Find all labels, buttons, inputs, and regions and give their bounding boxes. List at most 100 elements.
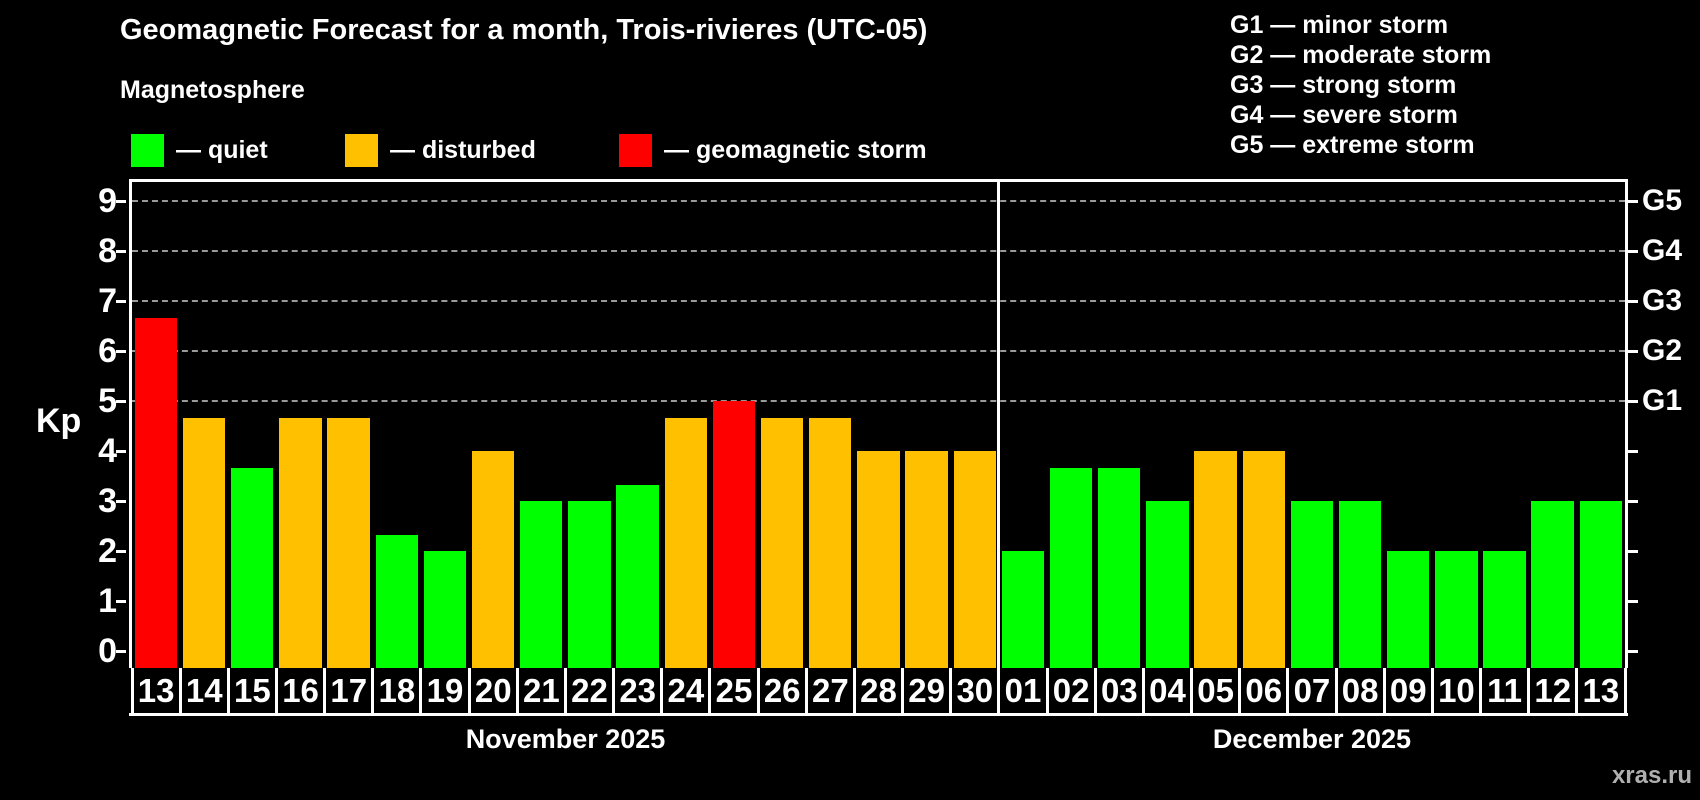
y-axis-tick-label: 2 — [98, 532, 117, 570]
left-axis-tick — [116, 299, 126, 303]
day-label: 26 — [763, 672, 801, 709]
day-separator — [563, 668, 567, 713]
day-separator — [1527, 668, 1531, 713]
g-scale-label-g2: G2 — [1642, 334, 1683, 367]
storm-scale-line-g5: G5 — extreme storm — [1230, 131, 1475, 159]
left-axis-tick — [116, 249, 126, 253]
disturbed-color-swatch — [345, 134, 378, 167]
left-axis-tick — [116, 499, 126, 503]
day-separator — [467, 668, 471, 713]
day-separator — [1141, 668, 1145, 713]
day-separator — [997, 668, 1001, 713]
grid-line-kp5 — [132, 400, 1625, 402]
day-separator — [178, 668, 182, 713]
kp-bar-day-26 — [760, 417, 804, 668]
kp-bar-day-02 — [1049, 467, 1093, 668]
grid-line-kp6 — [132, 350, 1625, 352]
day-separator — [660, 668, 664, 713]
day-separator — [1382, 668, 1386, 713]
day-label: 18 — [378, 672, 416, 709]
left-axis-tick — [116, 649, 126, 653]
kp-bar-day-20 — [471, 451, 515, 668]
day-label: 13 — [137, 672, 175, 709]
kp-bar-day-27 — [809, 417, 852, 668]
g-scale-label-g5: G5 — [1642, 184, 1683, 217]
storm-scale-legend: G1 — minor storm G2 — moderate storm G3 … — [1230, 10, 1491, 160]
day-separator — [756, 668, 760, 713]
day-separator — [1479, 668, 1483, 713]
day-separator — [1190, 668, 1194, 713]
day-label: 12 — [1534, 672, 1572, 709]
day-label: 15 — [234, 672, 271, 709]
day-separator — [1430, 668, 1434, 713]
day-separator — [515, 668, 519, 713]
kp-bar-day-25 — [712, 401, 756, 668]
kp-bar-day-18 — [375, 534, 418, 668]
left-axis-tick — [116, 599, 126, 603]
right-axis-tick — [1628, 299, 1638, 303]
y-axis-tick-label: 3 — [98, 482, 117, 520]
day-separator — [1093, 668, 1097, 713]
month-separator-line — [997, 182, 1001, 668]
kp-bar-day-11 — [1483, 551, 1526, 668]
storm-color-swatch — [619, 134, 652, 167]
y-axis-tick-label: 1 — [98, 582, 117, 620]
day-separator — [1045, 668, 1049, 713]
day-label-row: 13 14 15 16 17 18 19 20 21 22 23 24 25 26 27 28 29 30 01 02… — [129, 668, 1628, 716]
kp-bar-day-15 — [231, 467, 274, 668]
kp-bar-day-28 — [857, 451, 900, 668]
day-separator — [612, 668, 616, 713]
day-label: 14 — [185, 672, 223, 709]
day-label: 05 — [1197, 672, 1234, 709]
day-label: 04 — [1149, 672, 1186, 709]
kp-bar-day-19 — [423, 551, 467, 668]
day-separator — [1623, 668, 1627, 713]
day-label: 29 — [908, 672, 946, 709]
kp-bar-day-16 — [279, 417, 322, 668]
day-label: 11 — [1487, 672, 1523, 709]
day-label: 25 — [715, 672, 753, 709]
day-separator — [949, 668, 953, 713]
g-scale-label-g4: G4 — [1642, 234, 1683, 267]
storm-legend-label: — geomagnetic storm — [664, 136, 927, 164]
day-separator — [274, 668, 278, 713]
day-label: 23 — [619, 672, 657, 709]
day-label: 20 — [474, 672, 512, 709]
grid-line-kp9 — [132, 200, 1625, 202]
storm-scale-line-g1: G1 — minor storm — [1230, 11, 1449, 39]
quiet-color-swatch — [131, 134, 164, 167]
page-title: Geomagnetic Forecast for a month, Trois-… — [120, 14, 928, 46]
day-separator — [901, 668, 905, 713]
kp-bar-day-30 — [953, 451, 996, 668]
day-separator — [130, 668, 134, 713]
kp-bar-day-24 — [664, 417, 707, 668]
left-axis-tick — [116, 399, 126, 403]
subtitle-magnetosphere: Magnetosphere — [120, 76, 305, 104]
watermark: xras.ru — [1611, 762, 1692, 789]
quiet-legend-label: — quiet — [176, 136, 268, 164]
y-axis-title: Kp — [36, 402, 82, 440]
kp-bar-day-10 — [1435, 551, 1478, 668]
day-label: 06 — [1245, 672, 1283, 709]
day-separator — [226, 668, 230, 713]
right-axis-tick — [1628, 399, 1638, 403]
right-axis-tick — [1628, 649, 1638, 653]
g-scale-label-g1: G1 — [1642, 384, 1683, 417]
day-label: 13 — [1582, 672, 1620, 709]
right-axis-tick — [1628, 499, 1638, 503]
day-label: 03 — [1100, 672, 1138, 709]
y-axis-tick-label: 7 — [98, 282, 117, 320]
day-separator — [419, 668, 423, 713]
kp-bar-day-21 — [520, 501, 563, 668]
day-separator — [1334, 668, 1338, 713]
left-axis-tick — [116, 449, 126, 453]
kp-bar-day-29 — [905, 451, 948, 668]
kp-bar-day-03 — [1098, 467, 1141, 668]
right-axis-tick — [1628, 249, 1638, 253]
g-scale-label-g3: G3 — [1642, 284, 1683, 317]
y-axis-tick-label: 0 — [98, 632, 117, 670]
right-axis-tick — [1628, 599, 1638, 603]
day-label: 09 — [1389, 672, 1427, 709]
kp-bar-day-08 — [1338, 501, 1382, 668]
kp-bar-day-04 — [1146, 501, 1189, 668]
